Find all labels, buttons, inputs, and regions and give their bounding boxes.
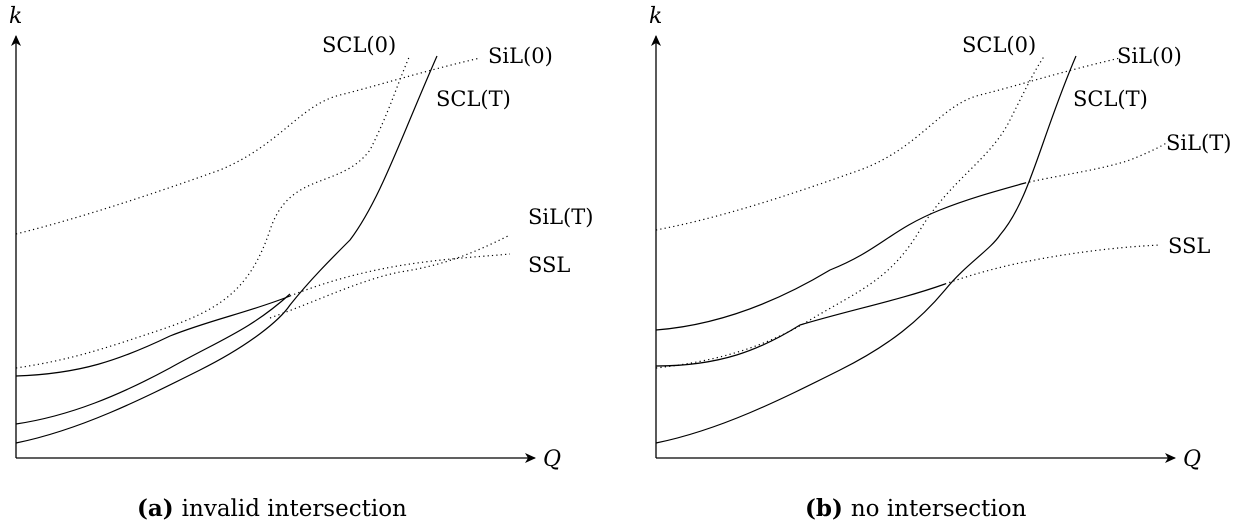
panel-b-solid-upper-curve <box>655 182 1026 331</box>
panel-b-ssl-label: SSL <box>1168 234 1210 258</box>
panel-a-caption: (a) invalid intersection <box>137 495 407 521</box>
panel-b: k Q SCL(0) SiL(0) SCL(T) SiL(T) SSL (b) n… <box>649 4 1231 521</box>
panel-b-scl0-curve <box>655 54 1046 369</box>
panel-b-y-axis-label: k <box>649 4 662 29</box>
panel-b-scl0-label: SCL(0) <box>962 33 1036 57</box>
panel-a-scl0-curve <box>15 54 411 369</box>
panel-a-caption-tag: (a) <box>137 495 174 521</box>
panel-a-sclT-curve <box>15 55 438 444</box>
panel-b-silT-label: SiL(T) <box>1166 131 1231 155</box>
panel-a-silT-curve <box>269 234 511 319</box>
panel-b-x-axis-label: Q <box>1183 447 1201 472</box>
panel-a-y-axis-label: k <box>9 4 22 29</box>
panel-b-sil0-label: SiL(0) <box>1117 44 1182 68</box>
panel-a-silT-label: SiL(T) <box>528 205 593 229</box>
panel-b-sclT-label: SCL(T) <box>1073 87 1148 111</box>
panel-a-sil0-label: SiL(0) <box>488 44 553 68</box>
panel-a-ssl-curve <box>289 253 511 297</box>
panel-a-solid-upper-curve <box>15 295 291 377</box>
panel-a-sclT-label: SCL(T) <box>436 87 511 111</box>
panel-a-x-axis-label: Q <box>543 447 561 472</box>
panel-a-ssl-label: SSL <box>528 253 570 277</box>
panel-a-caption-text: invalid intersection <box>182 496 407 521</box>
panel-b-caption-text: no intersection <box>851 496 1027 521</box>
panel-b-solid-middle-curve <box>655 283 946 367</box>
panel-b-sclT-curve <box>655 55 1077 444</box>
panel-a-sil0-curve <box>15 57 481 235</box>
panel-b-ssl-curve <box>944 244 1161 285</box>
panel-a-scl0-label: SCL(0) <box>322 33 396 57</box>
panel-a: k Q SCL(0) SiL(0) SCL(T) SiL(T) SSL (a) i… <box>9 4 593 521</box>
panel-b-caption: (b) no intersection <box>805 495 1027 521</box>
panel-b-caption-tag: (b) <box>805 495 843 521</box>
panel-b-silT-curve <box>1024 141 1169 184</box>
panel-a-solid-middle-curve <box>15 293 291 425</box>
panel-b-sil0-curve <box>655 57 1121 231</box>
